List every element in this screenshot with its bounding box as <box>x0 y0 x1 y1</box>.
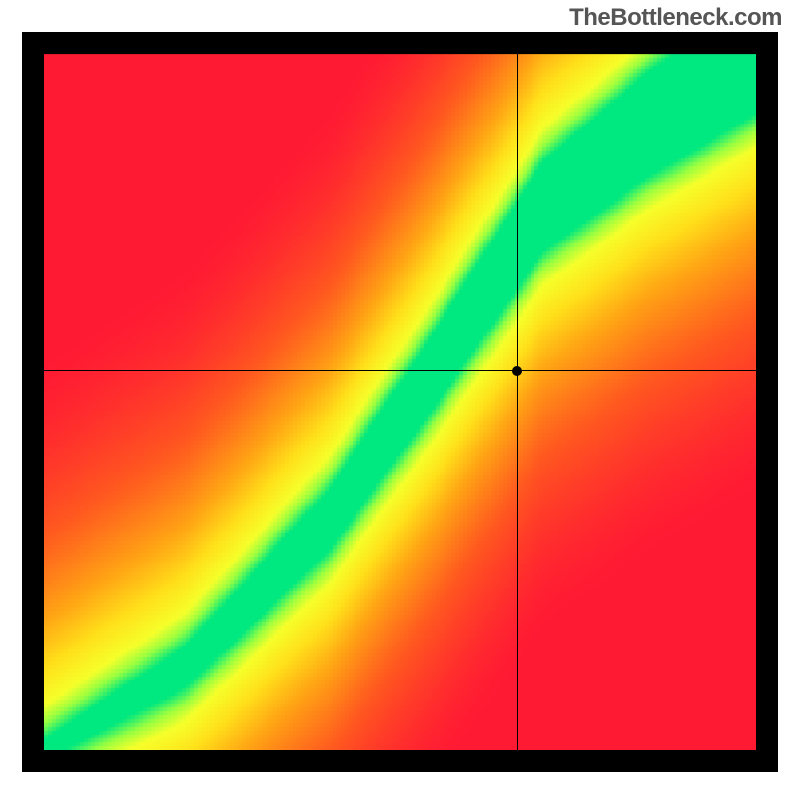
watermark-text: TheBottleneck.com <box>569 4 782 32</box>
crosshair-horizontal <box>44 370 756 371</box>
crosshair-point <box>512 366 522 376</box>
plot-border-left <box>22 32 44 772</box>
plot-border-bottom <box>22 750 778 772</box>
heatmap-canvas <box>22 32 778 772</box>
plot-border-right <box>756 32 778 772</box>
chart-container: TheBottleneck.com <box>0 0 800 800</box>
plot-border-top <box>22 32 778 54</box>
plot-frame <box>22 32 778 772</box>
crosshair-vertical <box>517 54 518 750</box>
